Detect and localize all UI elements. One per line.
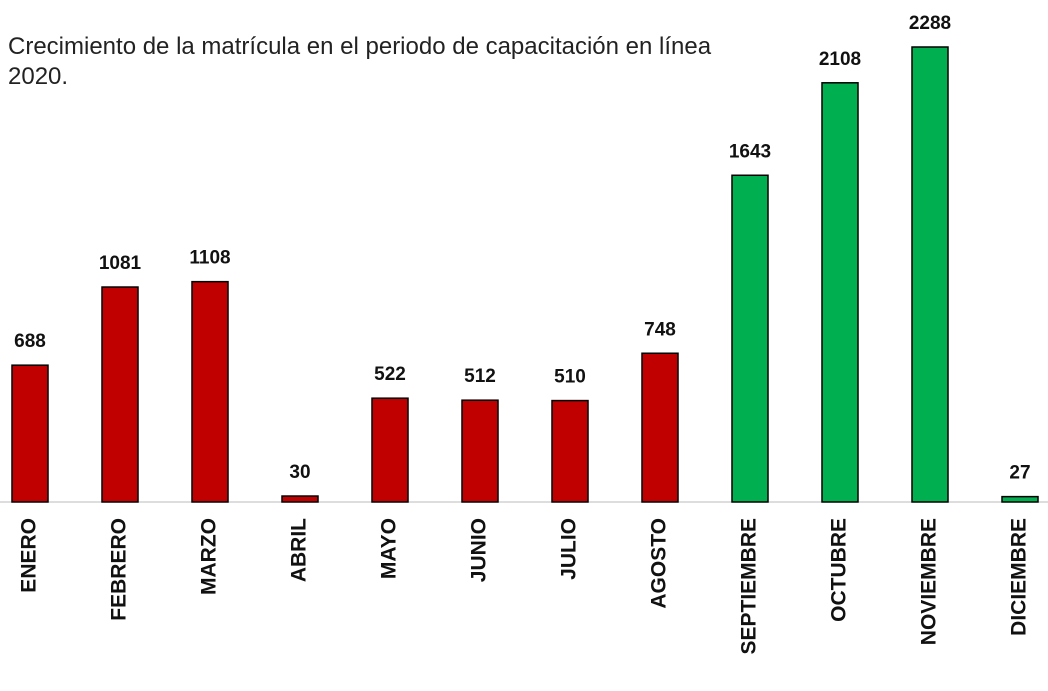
- bar: [281, 495, 319, 503]
- data-label: 27: [1009, 463, 1030, 484]
- x-tick-label: NOVIEMBRE: [918, 518, 941, 645]
- data-label: 510: [554, 367, 586, 388]
- bar: [551, 399, 589, 503]
- data-label: 688: [14, 331, 46, 352]
- bar: [371, 397, 409, 503]
- data-label: 1108: [189, 248, 230, 269]
- x-tick-label: OCTUBRE: [828, 518, 851, 622]
- bar: [1001, 495, 1039, 503]
- data-label: 2108: [819, 49, 861, 70]
- bar: [641, 352, 679, 503]
- x-tick-label: JUNIO: [468, 518, 491, 582]
- x-tick-label: DICIEMBRE: [1008, 518, 1031, 636]
- data-label: 748: [644, 319, 676, 340]
- data-label: 512: [464, 366, 496, 387]
- bar: [731, 174, 769, 503]
- x-tick-label: ENERO: [18, 518, 41, 593]
- bar: [11, 364, 49, 503]
- bar: [821, 82, 859, 503]
- x-tick-label: MARZO: [198, 518, 221, 595]
- x-tick-label: AGOSTO: [648, 518, 671, 609]
- x-tick-label: MAYO: [378, 518, 401, 579]
- bar: [461, 399, 499, 503]
- data-label: 1081: [99, 253, 142, 274]
- data-label: 2288: [909, 13, 951, 34]
- bar: [101, 286, 139, 503]
- data-label: 30: [289, 462, 310, 483]
- x-tick-label: FEBRERO: [108, 518, 131, 621]
- x-tick-label: JULIO: [558, 518, 581, 580]
- x-tick-label: ABRIL: [288, 518, 311, 582]
- bar: [911, 46, 949, 503]
- data-label: 1643: [729, 141, 771, 162]
- x-tick-label: SEPTIEMBRE: [738, 518, 761, 655]
- chart-title: Crecimiento de la matrícula en el period…: [8, 33, 712, 90]
- bar: [191, 280, 229, 503]
- data-label: 522: [374, 364, 406, 385]
